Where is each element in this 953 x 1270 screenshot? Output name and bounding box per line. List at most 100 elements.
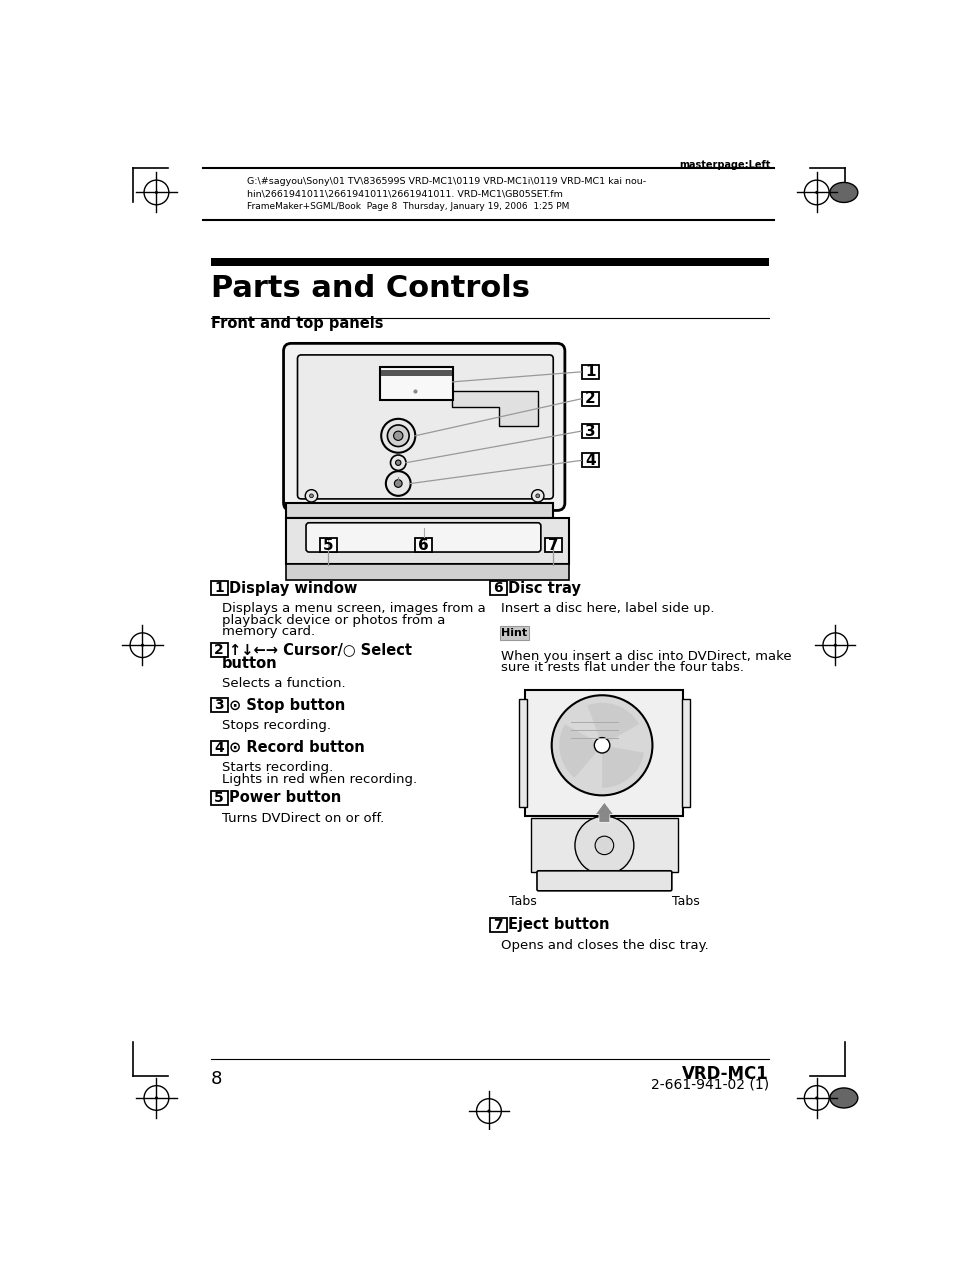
Text: button: button [221, 657, 277, 671]
Text: memory card.: memory card. [221, 625, 314, 639]
Text: 6: 6 [493, 582, 502, 596]
Bar [211, 740, 228, 754]
Text: Insert a disc here, label side up.: Insert a disc here, label side up. [500, 602, 713, 615]
Circle shape [395, 460, 400, 465]
Text: Lights in red when recording.: Lights in red when recording. [221, 773, 416, 786]
Bar [518, 698, 526, 806]
Text: Selects a function.: Selects a function. [221, 677, 345, 690]
Circle shape [154, 190, 158, 194]
Text: 1: 1 [214, 582, 224, 596]
Circle shape [551, 695, 652, 795]
Bar [415, 538, 432, 552]
FancyBboxPatch shape [499, 626, 529, 640]
Text: Turns DVDirect on or off.: Turns DVDirect on or off. [221, 812, 383, 824]
Text: Tabs: Tabs [671, 895, 699, 908]
Circle shape [387, 425, 409, 447]
FancyBboxPatch shape [306, 523, 540, 552]
Text: playback device or photos from a: playback device or photos from a [221, 613, 444, 626]
FancyBboxPatch shape [537, 871, 671, 890]
Bar [211, 643, 228, 657]
Text: FrameMaker+SGML/Book  Page 8  Thursday, January 19, 2006  1:25 PM: FrameMaker+SGML/Book Page 8 Thursday, Ja… [247, 202, 569, 211]
Bar [211, 791, 228, 805]
Circle shape [833, 644, 836, 646]
Bar [211, 582, 228, 596]
Polygon shape [558, 724, 601, 779]
Text: 5: 5 [323, 537, 334, 552]
Circle shape [385, 471, 410, 495]
Bar [681, 698, 689, 806]
Circle shape [536, 494, 539, 498]
Text: G:\#sagyou\Sony\01 TV\836599S VRD-MC1\0119 VRD-MC1i\0119 VRD-MC1 kai nou-: G:\#sagyou\Sony\01 TV\836599S VRD-MC1\01… [247, 177, 645, 185]
Ellipse shape [829, 183, 857, 202]
Text: Eject button: Eject button [508, 917, 609, 932]
Polygon shape [452, 391, 537, 425]
Bar [530, 818, 678, 872]
Text: Front and top panels: Front and top panels [211, 316, 383, 331]
Polygon shape [587, 702, 639, 745]
Bar [286, 503, 553, 518]
Text: Starts recording.: Starts recording. [221, 762, 333, 775]
Circle shape [815, 1096, 818, 1100]
Bar [286, 518, 568, 564]
Circle shape [595, 836, 613, 855]
Text: 7: 7 [547, 537, 558, 552]
FancyBboxPatch shape [525, 690, 682, 817]
Text: 6: 6 [418, 537, 429, 552]
Bar [211, 258, 768, 267]
Circle shape [305, 490, 317, 502]
Text: Display window: Display window [229, 580, 357, 596]
Circle shape [575, 817, 633, 875]
Text: 2: 2 [584, 391, 596, 406]
Text: VRD-MC1: VRD-MC1 [681, 1064, 768, 1083]
Text: ⊙ Record button: ⊙ Record button [229, 740, 365, 756]
Text: Displays a menu screen, images from a: Displays a menu screen, images from a [221, 602, 485, 615]
Text: When you insert a disc into DVDirect, make: When you insert a disc into DVDirect, ma… [500, 650, 790, 663]
Ellipse shape [829, 1088, 857, 1107]
Text: Hint: Hint [501, 627, 527, 638]
Text: Opens and closes the disc tray.: Opens and closes the disc tray. [500, 939, 707, 951]
Circle shape [394, 480, 402, 488]
Bar [381, 370, 452, 376]
Circle shape [390, 455, 406, 470]
Circle shape [487, 1110, 490, 1113]
Circle shape [531, 490, 543, 502]
Bar [581, 364, 598, 378]
Bar [581, 453, 598, 467]
Text: 2: 2 [214, 643, 224, 657]
Bar [286, 564, 568, 579]
FancyBboxPatch shape [283, 343, 564, 511]
Circle shape [381, 419, 415, 452]
FancyArrow shape [595, 803, 613, 822]
Polygon shape [601, 745, 643, 787]
Bar [544, 538, 561, 552]
Text: 3: 3 [214, 698, 224, 712]
Text: 5: 5 [214, 791, 224, 805]
Text: 4: 4 [214, 740, 224, 754]
Text: Tabs: Tabs [509, 895, 537, 908]
Bar [581, 424, 598, 438]
Circle shape [394, 431, 402, 441]
Circle shape [309, 494, 313, 498]
Circle shape [141, 644, 144, 646]
Text: 1: 1 [584, 364, 595, 380]
Circle shape [594, 738, 609, 753]
Text: 8: 8 [211, 1071, 222, 1088]
FancyBboxPatch shape [297, 354, 553, 499]
Circle shape [154, 1096, 158, 1100]
Text: Stops recording.: Stops recording. [221, 719, 330, 732]
Bar [319, 538, 336, 552]
Text: Parts and Controls: Parts and Controls [211, 273, 529, 302]
Text: ↑↓←→ Cursor/○ Select: ↑↓←→ Cursor/○ Select [229, 643, 412, 658]
Text: Disc tray: Disc tray [508, 580, 580, 596]
Text: hin\2661941011\2661941011\2661941011. VRD-MC1\GB05SET.fm: hin\2661941011\2661941011\2661941011. VR… [247, 189, 562, 198]
FancyBboxPatch shape [379, 367, 453, 400]
Text: 7: 7 [493, 918, 502, 932]
Bar [489, 582, 506, 596]
Text: Power button: Power button [229, 790, 341, 805]
Text: 2-661-941-02 (1): 2-661-941-02 (1) [650, 1078, 768, 1092]
Bar [581, 392, 598, 405]
Bar [211, 698, 228, 712]
Text: masterpage:Left: masterpage:Left [679, 160, 769, 170]
Text: sure it rests flat under the four tabs.: sure it rests flat under the four tabs. [500, 662, 742, 674]
Circle shape [815, 190, 818, 194]
